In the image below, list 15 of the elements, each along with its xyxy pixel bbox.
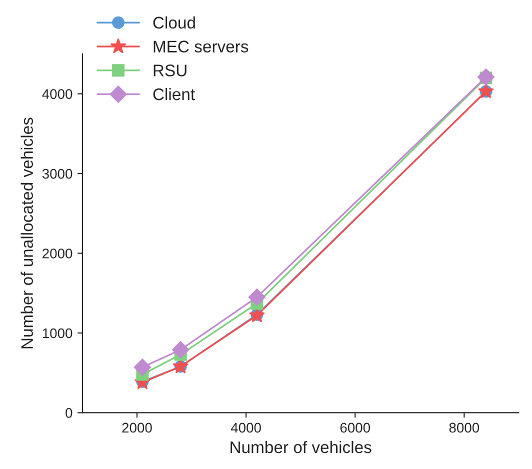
y-tick-label: 4000	[42, 89, 72, 99]
y-axis-title: Number of unallocated vehicles	[20, 118, 33, 348]
y-tick-label: 1000	[42, 328, 72, 338]
x-tick-label: 8000	[449, 422, 480, 433]
x-axis-title: Number of vehicles	[230, 440, 372, 454]
legend-label: Client	[153, 88, 195, 100]
legend-label: MEC servers	[154, 40, 248, 52]
legend-label: Cloud	[153, 16, 195, 29]
x-tick-label: 2000	[122, 422, 152, 433]
y-tick-label: 0	[66, 408, 72, 418]
x-tick-label: 6000	[340, 422, 370, 433]
y-tick-label: 3000	[42, 168, 72, 179]
legend-label: RSU	[154, 64, 186, 76]
x-tick-label: 4000	[230, 422, 261, 433]
y-tick-label: 2000	[42, 248, 72, 258]
